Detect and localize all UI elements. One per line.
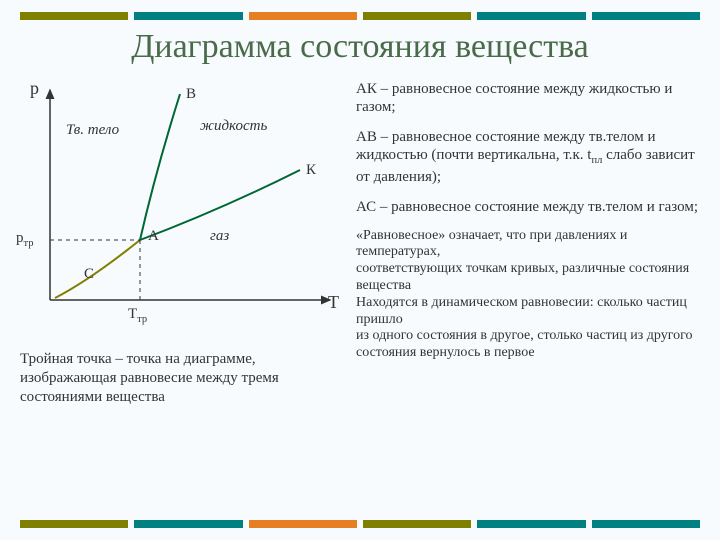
- curve-ab: [140, 94, 180, 240]
- decor-bar: [134, 12, 242, 20]
- decor-bar: [477, 520, 585, 528]
- explanation-panel: АК – равновесное состояние между жидкост…: [350, 80, 710, 510]
- triple-x-label: Ттр: [128, 306, 147, 325]
- text-eq: «Равновесное» означает, что при давления…: [356, 228, 710, 362]
- phase-diagram: р T ртр Ттр А В С К Тв. тело жидкость га…: [10, 80, 350, 340]
- curve-ac: [55, 240, 140, 298]
- decor-bar: [249, 520, 357, 528]
- text-ab: АВ – равновесное состояние между тв.тело…: [356, 128, 710, 186]
- top-decor-bars: [0, 4, 720, 28]
- phase-diagram-svg: [10, 80, 350, 340]
- decor-bar: [592, 520, 700, 528]
- region-liquid: жидкость: [200, 118, 267, 135]
- x-axis-label: T: [328, 292, 339, 313]
- decor-bar: [477, 12, 585, 20]
- decor-bar: [20, 12, 128, 20]
- diagram-panel: р T ртр Ттр А В С К Тв. тело жидкость га…: [10, 80, 350, 510]
- decor-bar: [363, 520, 471, 528]
- decor-bar: [249, 12, 357, 20]
- region-gas: газ: [210, 228, 229, 245]
- triple-point-caption: Тройная точка – точка на диаграмме, изоб…: [20, 350, 340, 406]
- decor-bar: [363, 12, 471, 20]
- page-title: Диаграмма состояния вещества: [0, 28, 720, 66]
- decor-bar: [134, 520, 242, 528]
- text-ac: АС – равновесное состояние между тв.тело…: [356, 198, 710, 216]
- triple-y-label: ртр: [16, 230, 33, 249]
- region-solid: Тв. тело: [66, 122, 119, 139]
- point-k-label: К: [306, 162, 316, 179]
- point-b-label: В: [186, 86, 196, 103]
- point-c-label: С: [84, 266, 94, 283]
- point-a-label: А: [148, 228, 159, 245]
- y-axis-label: р: [30, 78, 39, 99]
- text-ak: АК – равновесное состояние между жидкост…: [356, 80, 710, 116]
- content-area: р T ртр Ттр А В С К Тв. тело жидкость га…: [10, 80, 710, 510]
- bottom-decor-bars: [0, 512, 720, 536]
- decor-bar: [20, 520, 128, 528]
- decor-bar: [592, 12, 700, 20]
